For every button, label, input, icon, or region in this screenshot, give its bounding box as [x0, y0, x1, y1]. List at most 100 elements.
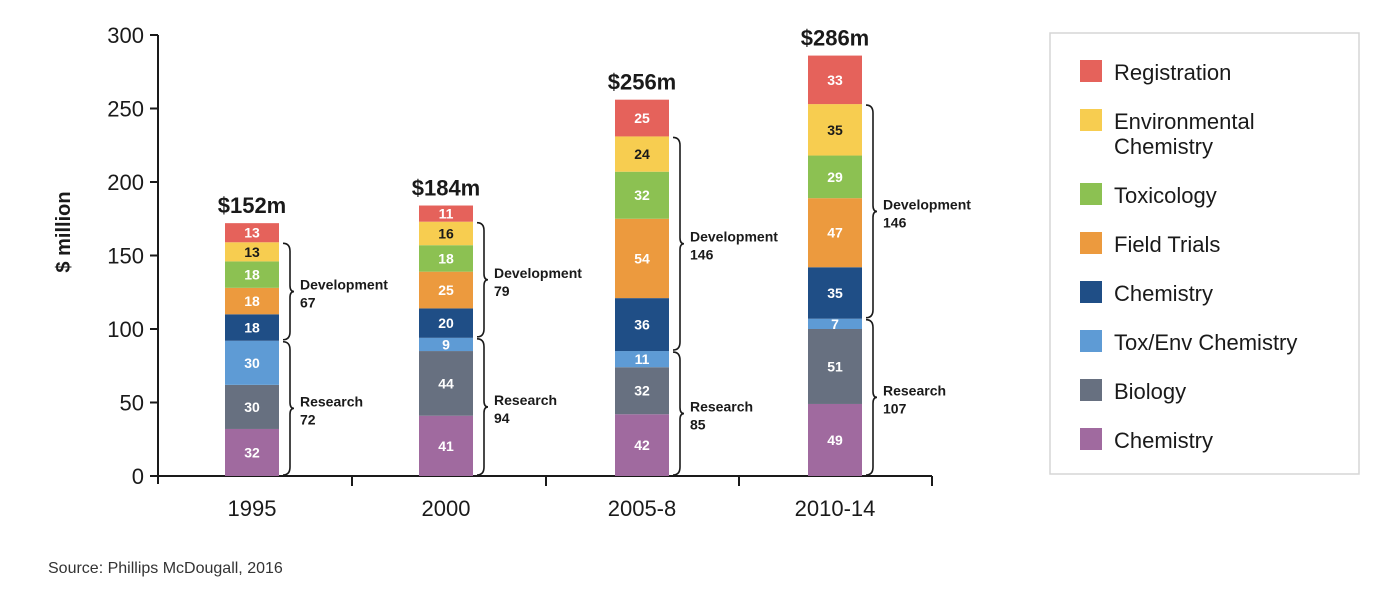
bar-segment-biology [419, 351, 473, 416]
legend-item-line: Biology [1114, 379, 1186, 404]
bracket-research [282, 340, 295, 476]
bar-segment-tox_env_chemistry [225, 340, 279, 385]
legend-item: Biology [1114, 379, 1186, 404]
bracket-value: 67 [300, 295, 316, 311]
y-tick-label: 150 [107, 244, 144, 269]
bar-segment-environmental_chemistry [808, 104, 862, 156]
legend-swatch [1080, 428, 1102, 450]
bracket-label: Research [690, 399, 753, 415]
data-label: 41 [438, 438, 454, 454]
bracket-value: 146 [883, 214, 907, 230]
data-label: 20 [438, 315, 454, 331]
data-label: 9 [442, 336, 450, 352]
legend-swatch [1080, 109, 1102, 131]
y-tick-label: 250 [107, 97, 144, 122]
legend-item-line: Field Trials [1114, 232, 1220, 257]
bar-segment-tox_env_chemistry [419, 337, 473, 352]
bar-segment-toxicology [419, 245, 473, 272]
bracket-value: 146 [690, 247, 714, 263]
bar-segment-dev_chemistry [615, 298, 669, 352]
bar-segment-registration [615, 99, 669, 137]
legend-item: Tox/Env Chemistry [1114, 330, 1297, 355]
bar-segment-research_chemistry [225, 428, 279, 476]
data-label: 44 [438, 375, 454, 391]
data-label: 7 [831, 316, 839, 332]
total-label: $152m [218, 193, 287, 218]
data-label: 29 [827, 169, 843, 185]
bar-segment-field_trials [419, 271, 473, 309]
legend-item-line: Chemistry [1114, 428, 1213, 453]
data-label: 32 [634, 383, 650, 399]
bracket-value: 72 [300, 411, 316, 427]
bar-segment-dev_chemistry [419, 308, 473, 338]
y-tick-label: 100 [107, 317, 144, 342]
bracket-label: Research [300, 393, 363, 409]
bar-segment-dev_chemistry [225, 314, 279, 341]
bracket-development [672, 136, 685, 351]
bar-segment-biology [225, 384, 279, 429]
data-label: 42 [634, 437, 650, 453]
x-tick-label: 1995 [228, 496, 277, 521]
bar-segment-dev_chemistry [808, 267, 862, 319]
bar-segment-tox_env_chemistry [808, 318, 862, 329]
data-label: 30 [244, 399, 260, 415]
bar-segment-registration [808, 55, 862, 105]
legend-item-line: Environmental [1114, 109, 1255, 134]
bracket-value: 85 [690, 417, 706, 433]
legend-swatch [1080, 281, 1102, 303]
data-label: 30 [244, 355, 260, 371]
x-tick-label: 2005-8 [608, 496, 677, 521]
data-label: 25 [634, 110, 650, 126]
data-label: 51 [827, 358, 843, 374]
bar-segment-field_trials [615, 218, 669, 299]
y-tick-label: 200 [107, 170, 144, 195]
axes: 0 50 100 150 200 250 300 $ million 1995 2000 2005-… [53, 23, 933, 521]
bracket-label: Development [883, 196, 971, 212]
bracket-research [476, 338, 489, 476]
legend-item: Field Trials [1114, 232, 1220, 257]
data-label: 32 [244, 444, 260, 460]
x-tick-label: 2010-14 [795, 496, 876, 521]
data-label: 11 [635, 351, 650, 367]
y-tick-label: 300 [107, 23, 144, 48]
bracket-value: 107 [883, 400, 907, 416]
bar-segment-environmental_chemistry [225, 242, 279, 262]
data-label: 35 [827, 285, 843, 301]
data-label: 49 [827, 432, 843, 448]
bar-segment-registration [419, 205, 473, 222]
data-label: 11 [439, 206, 454, 222]
data-label: 18 [244, 267, 260, 283]
total-label: $286m [801, 26, 870, 51]
total-label: $256m [608, 70, 677, 95]
bracket-research [672, 351, 685, 476]
legend-item-line: Chemistry [1114, 134, 1213, 159]
bracket-label: Development [494, 265, 582, 281]
y-tick-label: 50 [120, 391, 144, 416]
legend-swatch [1080, 60, 1102, 82]
legend-item: Toxicology [1114, 183, 1217, 208]
data-label: 24 [634, 146, 650, 162]
legend-swatch [1080, 183, 1102, 205]
bracket-value: 94 [494, 410, 510, 426]
legend-item-line: Toxicology [1114, 183, 1217, 208]
bar-segment-toxicology [808, 155, 862, 199]
bar-segment-biology [615, 367, 669, 415]
bar-segment-toxicology [615, 171, 669, 219]
legend-item-line: Tox/Env Chemistry [1114, 330, 1297, 355]
y-axis-label: $ million [53, 191, 75, 272]
bar-segment-environmental_chemistry [419, 221, 473, 246]
bracket-development [865, 104, 878, 319]
data-label: 18 [244, 293, 260, 309]
bar-segment-tox_env_chemistry [615, 351, 669, 368]
legend-item-line: Chemistry [1114, 281, 1213, 306]
data-label: 18 [244, 320, 260, 336]
legend-item: Environmental Chemistry [1114, 109, 1255, 159]
data-label: 33 [827, 72, 843, 88]
data-label: 36 [634, 317, 650, 333]
data-label: 47 [827, 225, 843, 241]
data-label: 16 [438, 225, 454, 241]
legend-swatch [1080, 379, 1102, 401]
bar-segment-field_trials [225, 287, 279, 315]
bar-segment-field_trials [808, 198, 862, 268]
